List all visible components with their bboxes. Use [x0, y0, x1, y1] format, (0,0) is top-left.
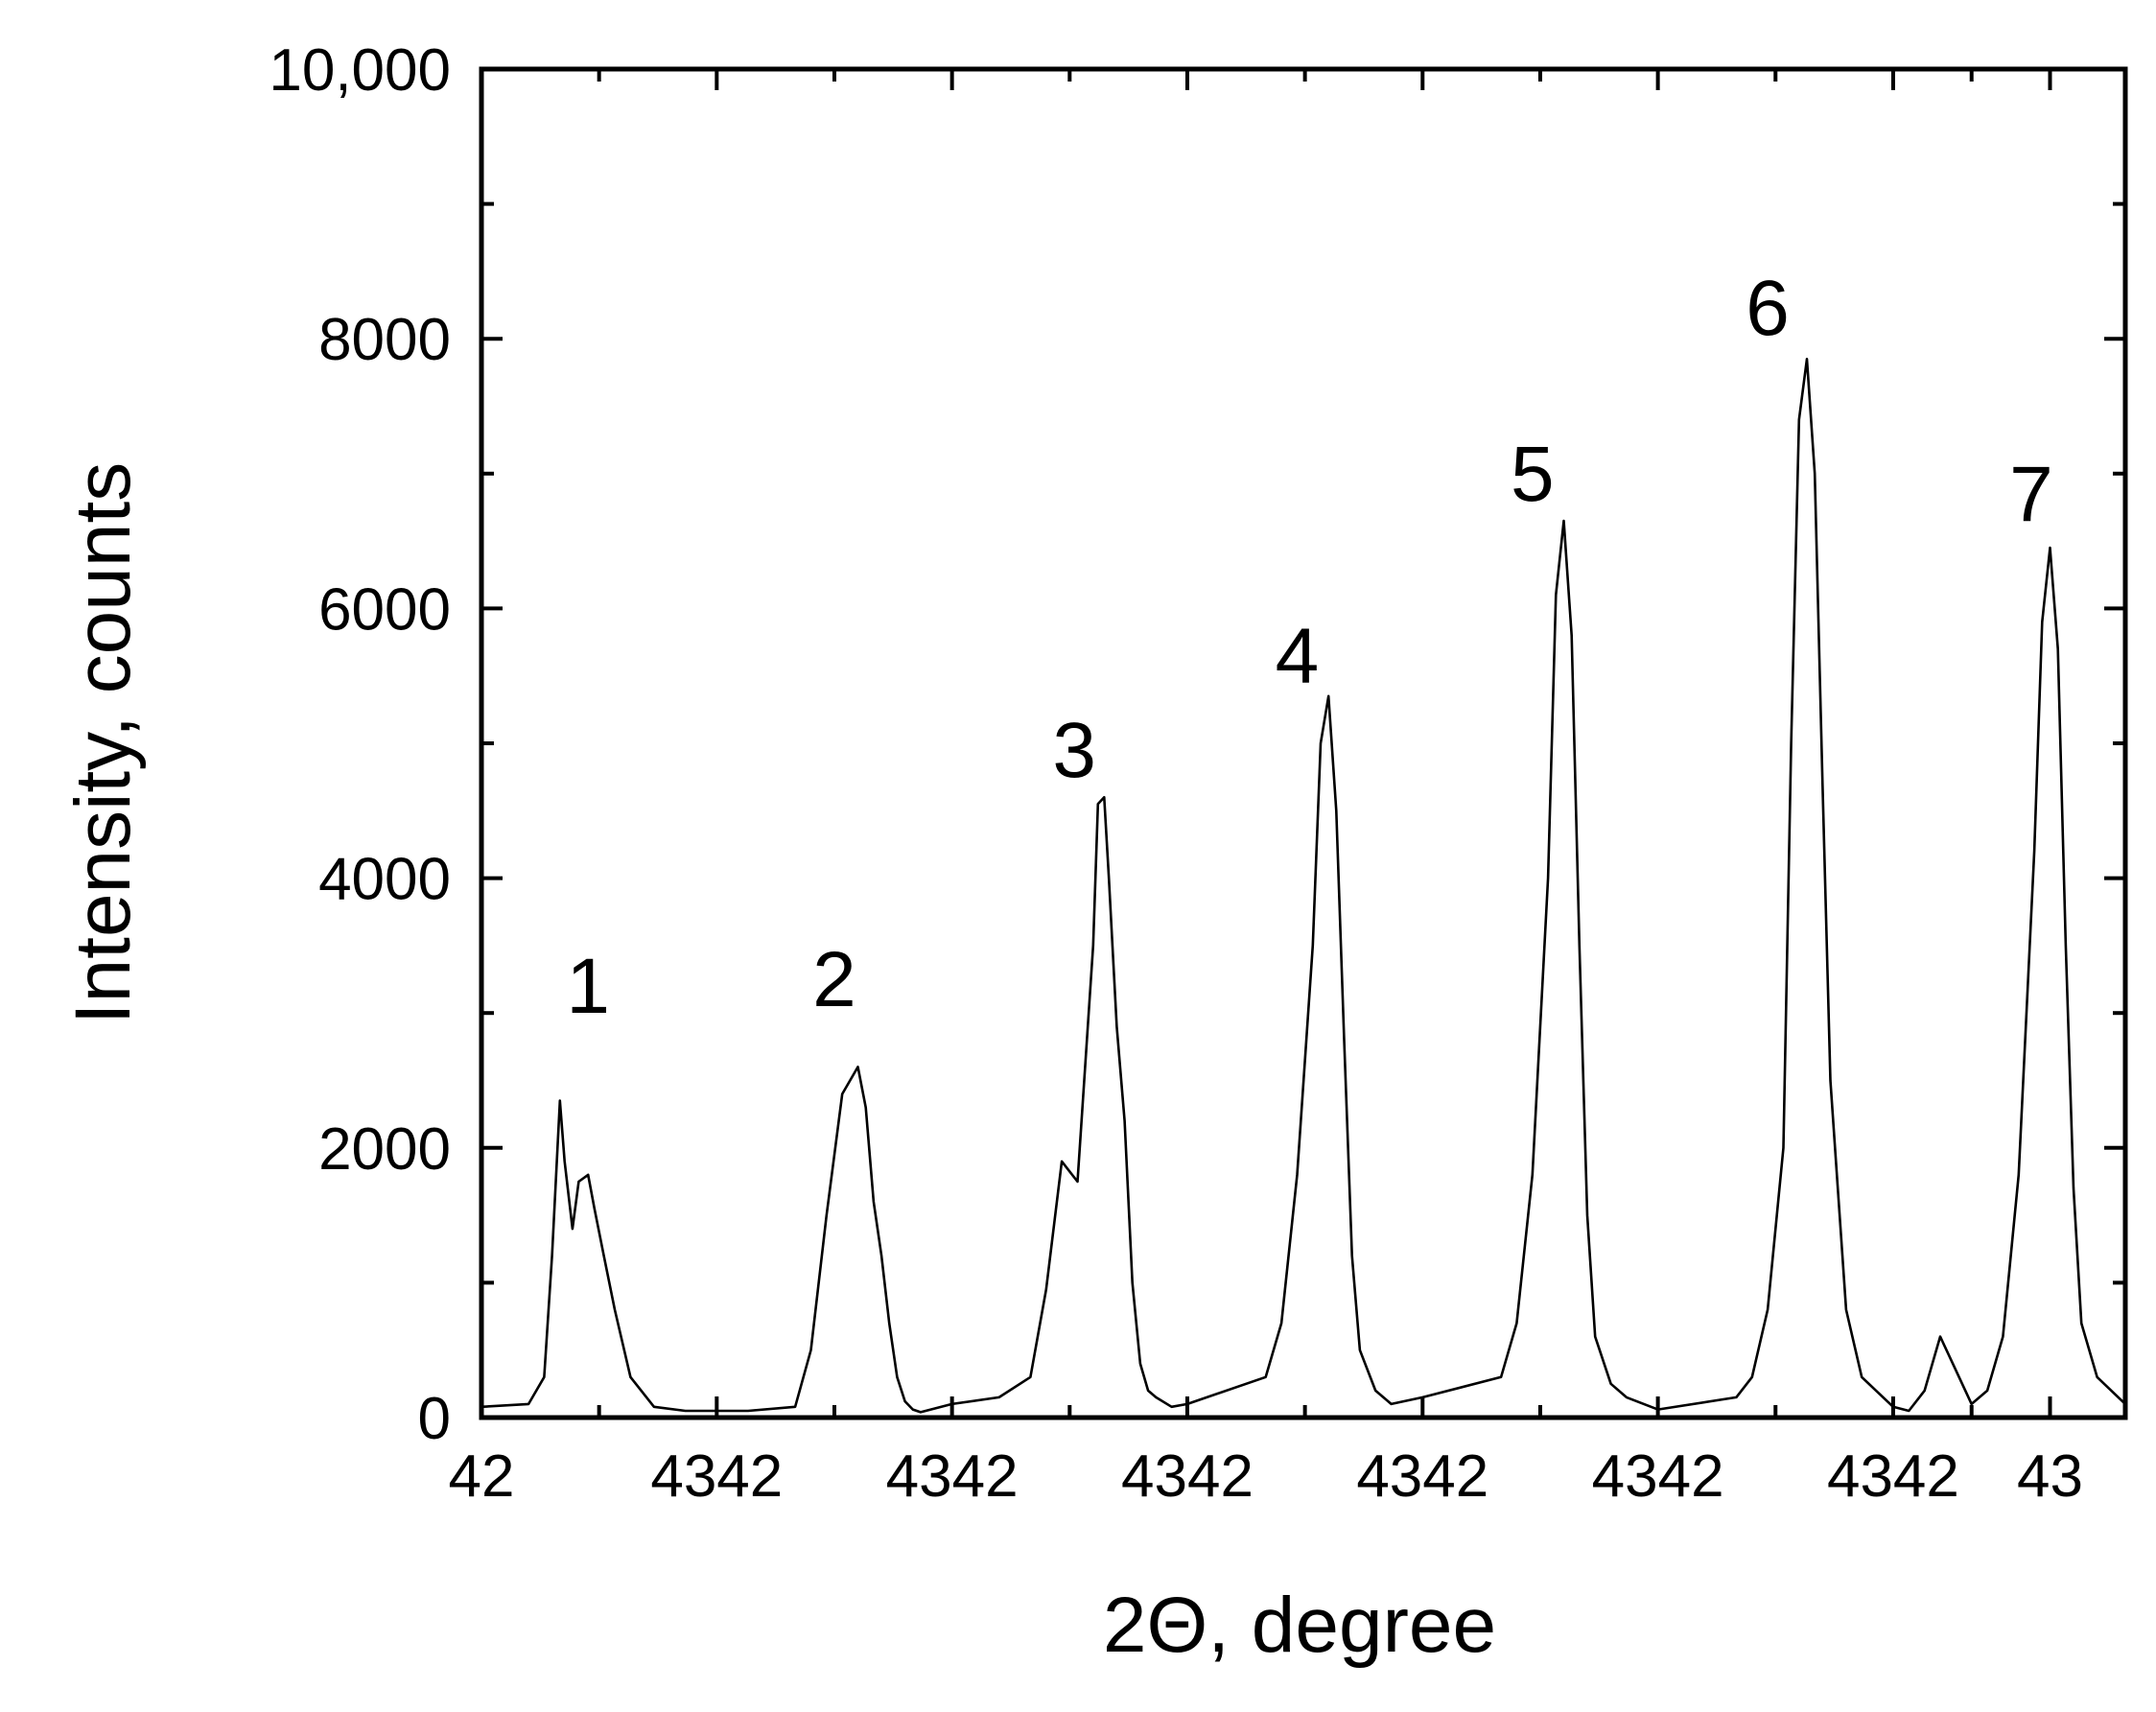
y-tick-label: 8000 — [318, 307, 451, 373]
peak-label: 7 — [2009, 451, 2053, 538]
peak-label: 3 — [1052, 707, 1096, 794]
peak-labels: 1 2 3 4 5 6 7 — [566, 265, 2052, 1030]
y-tick-label: 6000 — [318, 576, 451, 643]
x-tick-label: 4342 — [1356, 1443, 1488, 1510]
y-tick-label: 4000 — [318, 847, 451, 913]
x-axis-title: 2Θ, degree — [1103, 1582, 1496, 1669]
x-tick-label: 43 — [2017, 1443, 2083, 1510]
x-tick-label: 4342 — [886, 1443, 1019, 1510]
x-tick-label: 4342 — [1121, 1443, 1254, 1510]
y-tick-label: 10,000 — [269, 37, 451, 104]
y-axis-ticks: 0 2000 4000 6000 8000 10,000 — [269, 37, 2125, 1452]
x-tick-label: 4342 — [1827, 1443, 1959, 1510]
peak-label: 2 — [812, 936, 856, 1023]
peak-label: 4 — [1276, 613, 1320, 700]
intensity-curve — [480, 358, 2126, 1414]
x-tick-label: 4342 — [650, 1443, 783, 1510]
peak-label: 5 — [1511, 431, 1555, 518]
peak-label: 6 — [1746, 265, 1790, 352]
y-tick-label: 2000 — [318, 1116, 451, 1183]
plot-frame — [479, 66, 2128, 1420]
peak-label: 1 — [566, 943, 610, 1030]
x-tick-label: 4342 — [1592, 1443, 1724, 1510]
y-tick-label: 0 — [418, 1386, 451, 1452]
x-axis-ticks: 42 4342 4342 4342 4342 4342 4342 43 — [449, 69, 2083, 1510]
y-axis-title: Intensity, counts — [59, 462, 147, 1024]
x-tick-label: 42 — [449, 1443, 515, 1510]
